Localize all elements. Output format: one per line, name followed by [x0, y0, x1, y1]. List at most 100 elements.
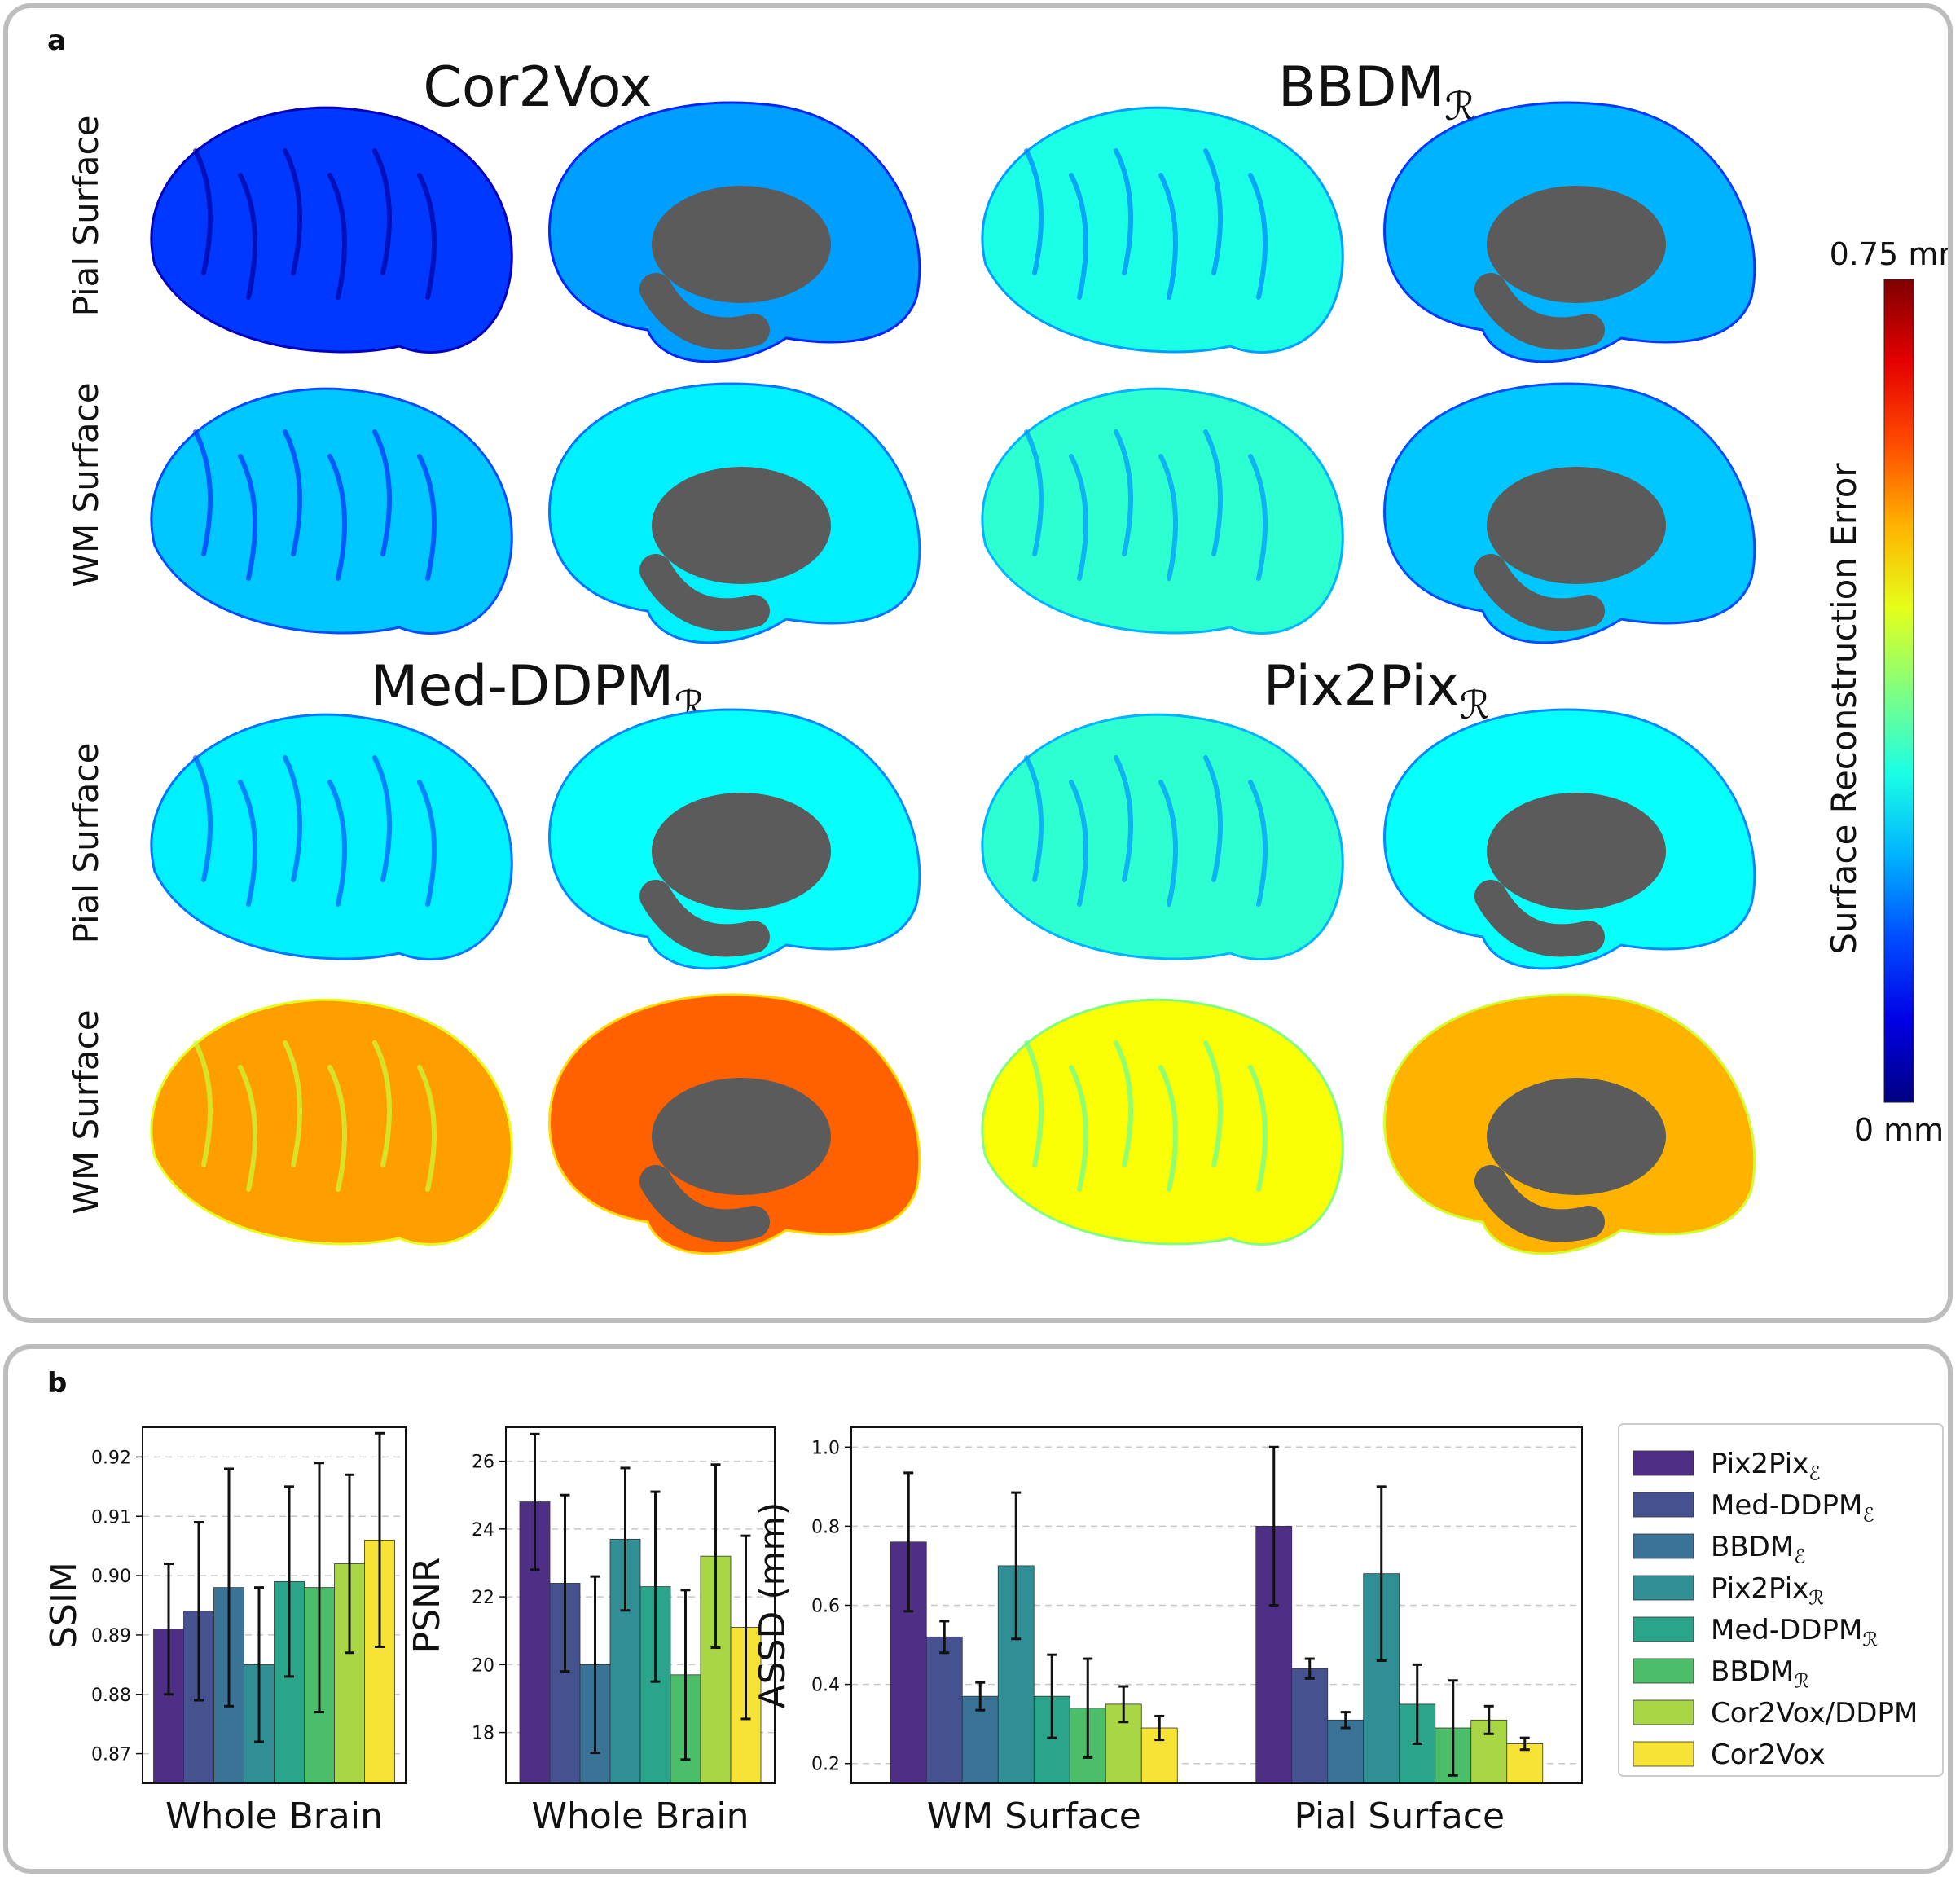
legend-label: Pix2Pixℰ	[1711, 1448, 1821, 1485]
sulcus	[327, 1065, 347, 1192]
sulcus	[417, 454, 437, 581]
y-tick-label: 20	[472, 1655, 494, 1676]
legend-label: Med-DDPMℛ	[1711, 1614, 1878, 1651]
sulcus	[1114, 1040, 1133, 1167]
x-category-label: WM Surface	[927, 1796, 1141, 1837]
sulcus	[1069, 173, 1088, 300]
medial-brain	[1383, 993, 1756, 1255]
panel-b-label: b	[47, 1367, 68, 1400]
brainstem-mask	[1474, 880, 1605, 957]
y-tick-label: 0.2	[811, 1755, 840, 1775]
subcortical-mask	[1487, 793, 1666, 910]
row-label-2: Pial Surface	[66, 743, 106, 944]
subcortical-mask	[652, 467, 831, 584]
sulcus	[327, 454, 347, 581]
sulcus	[193, 148, 213, 275]
subcortical-mask	[652, 186, 831, 303]
axes-frame	[142, 1426, 407, 1784]
sulcus	[1248, 454, 1268, 581]
sulcus	[1203, 1040, 1223, 1167]
bar	[925, 1636, 963, 1784]
sulcus	[193, 429, 213, 556]
legend-frame	[1618, 1423, 1944, 1777]
brainstem-mask	[639, 880, 770, 957]
y-tick-label: 24	[472, 1520, 494, 1541]
lateral-brain	[150, 998, 513, 1246]
lateral-brain	[981, 106, 1344, 354]
medial-brain	[548, 382, 921, 644]
sulcus	[238, 173, 257, 300]
y-tick-label: 0.88	[91, 1686, 131, 1706]
legend-swatch	[1633, 1616, 1694, 1642]
legend-swatch	[1633, 1699, 1694, 1725]
sulcus	[283, 429, 302, 556]
y-tick-label: 18	[472, 1724, 494, 1744]
lateral-surface	[981, 106, 1344, 354]
lateral-brain	[981, 387, 1344, 635]
y-tick-label: 0.4	[811, 1676, 840, 1696]
chart-0: 0.87 0.88 0.89 0.90 0.91 0.92 Whole Brain SSIM	[43, 1426, 407, 1837]
brainstem-mask	[639, 273, 770, 350]
sulcus	[372, 1040, 392, 1167]
colorbar	[1883, 279, 1914, 1103]
legend-label: Cor2Vox	[1711, 1739, 1826, 1771]
sulcus	[1024, 755, 1044, 882]
panel-a: a Cor2Vox BBDMℛ Med-DDPMℛ Pix2Pixℛ Pial Surf…	[3, 3, 1953, 1323]
y-tick-label: 0.92	[91, 1448, 131, 1468]
sulcus	[327, 780, 347, 907]
colorbar-title: Surface Reconstruction Error	[1824, 463, 1864, 955]
x-category-label: Whole Brain	[165, 1796, 383, 1837]
sulcus	[238, 780, 257, 907]
sulcus	[238, 454, 257, 581]
medial-brain	[548, 708, 921, 970]
legend-label: BBDMℰ	[1711, 1531, 1806, 1568]
legend-swatch	[1633, 1741, 1694, 1767]
lateral-surface	[981, 387, 1344, 635]
legend-swatch	[1633, 1492, 1694, 1518]
sulcus	[1248, 173, 1268, 300]
medial-brain	[548, 101, 921, 363]
lateral-surface	[981, 998, 1344, 1246]
sulcus	[1114, 429, 1133, 556]
medial-brain	[1383, 708, 1756, 970]
sulcus	[1158, 1065, 1178, 1192]
medial-brain	[548, 993, 921, 1255]
sulcus	[417, 173, 437, 300]
sulcus	[1114, 148, 1133, 275]
y-axis-label: PSNR	[407, 1558, 448, 1654]
sulcus	[1024, 429, 1044, 556]
brainstem-mask	[1474, 1165, 1605, 1242]
medial-brain	[1383, 382, 1756, 644]
y-tick-label: 0.89	[91, 1626, 131, 1646]
bar	[1291, 1668, 1329, 1784]
sulcus	[238, 1065, 257, 1192]
x-category-label: Whole Brain	[532, 1796, 749, 1837]
colorbar-min-label: 0 mm	[1854, 1112, 1944, 1148]
y-axis-label: ASSD (mm)	[752, 1502, 793, 1709]
y-tick-label: 0.8	[811, 1517, 840, 1537]
sulcus	[1158, 780, 1178, 907]
subcortical-mask	[1487, 467, 1666, 584]
chart-1: 18 20 22 24 26 Whole Brain PSNR	[407, 1426, 776, 1837]
medial-brain	[1383, 101, 1756, 363]
sulcus	[1069, 454, 1088, 581]
sulcus	[1158, 454, 1178, 581]
sulcus	[1203, 148, 1223, 275]
sulcus	[193, 755, 213, 882]
bar	[1327, 1719, 1365, 1784]
subcortical-mask	[652, 1078, 831, 1195]
bar-charts: 0.87 0.88 0.89 0.90 0.91 0.92 Whole Brain SSIM 1…	[43, 1423, 1944, 1837]
legend-label: Pix2Pixℛ	[1711, 1572, 1824, 1610]
sulcus	[283, 755, 302, 882]
y-tick-label: 0.6	[811, 1597, 840, 1617]
method-title-2: Med-DDPMℛ	[371, 654, 705, 728]
legend-label: Cor2Vox/DDPM	[1711, 1697, 1918, 1730]
panel-b: b 0.87 0.88 0.89 0.90 0.91 0.92 Whole Brain SSI…	[3, 1344, 1953, 1874]
x-category-label: Pial Surface	[1294, 1796, 1505, 1837]
sulcus	[1248, 1065, 1268, 1192]
brainstem-mask	[639, 1165, 770, 1242]
row-label-1: WM Surface	[66, 382, 106, 587]
legend-label: BBDMℛ	[1711, 1655, 1809, 1693]
sulcus	[417, 1065, 437, 1192]
sulcus	[1024, 1040, 1044, 1167]
